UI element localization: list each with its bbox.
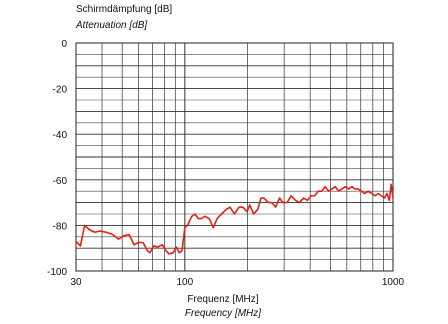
x-axis-label: Frequenz [MHz] — [187, 294, 258, 305]
x-tick-labels: 30 100 1000 — [70, 277, 404, 288]
y-tick-label: -20 — [53, 85, 68, 96]
y-tick-labels: 0 -20 -40 -60 -80 -100 — [47, 39, 67, 278]
series-layer — [75, 183, 394, 255]
y-tick-label: -80 — [53, 221, 68, 232]
series-line — [75, 183, 394, 255]
x-axis-label-english: Frequency [MHz] — [185, 308, 261, 319]
y-tick-label: -60 — [53, 176, 68, 187]
x-tick-label: 100 — [176, 277, 193, 288]
x-tick-label: 1000 — [382, 277, 405, 288]
y-tick-label: 0 — [61, 39, 67, 50]
y-tick-label: -40 — [53, 130, 68, 141]
chart-grid — [75, 42, 394, 272]
x-tick-label: 30 — [70, 277, 82, 288]
plot-frame — [75, 42, 394, 272]
y-tick-label: -100 — [47, 267, 67, 278]
y-axis-label-english: Attenuation [dB] — [75, 20, 147, 31]
y-axis-label: Schirmdämpfung [dB] — [76, 4, 172, 15]
